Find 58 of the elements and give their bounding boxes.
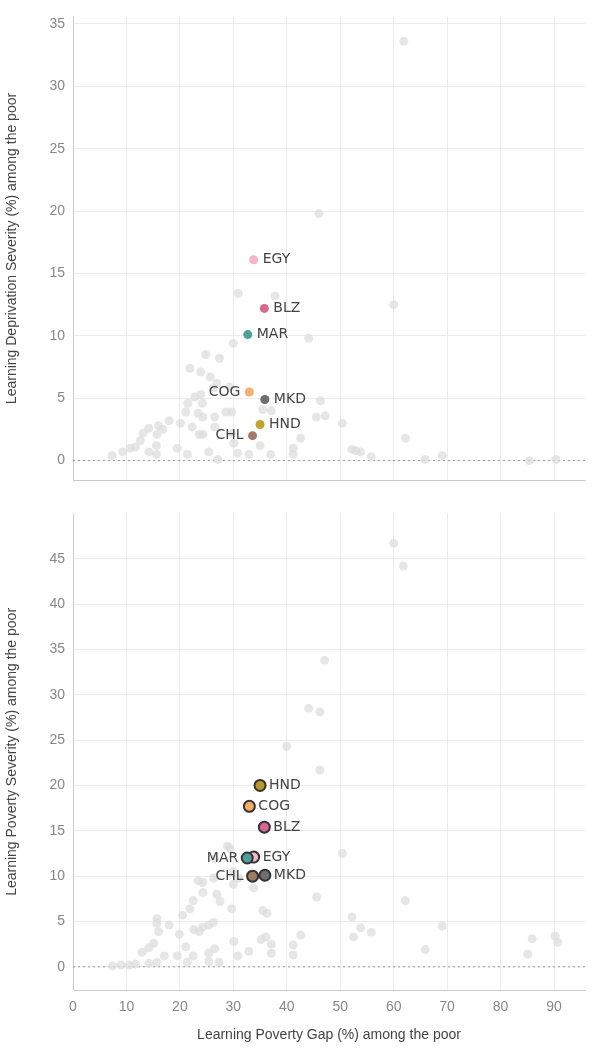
y-tick-label: 30 <box>49 685 66 702</box>
point <box>259 303 269 313</box>
point <box>246 869 260 883</box>
y-tick-label: 15 <box>49 264 66 281</box>
x-tick-label: 40 <box>278 997 295 1014</box>
point <box>243 330 253 340</box>
y-tick-label: 10 <box>49 867 66 883</box>
x-axis-title: Learning Poverty Gap (%) among the poor <box>197 1026 462 1043</box>
y-tick-label: 5 <box>57 912 66 929</box>
y-tick-label: 35 <box>49 640 66 657</box>
point <box>255 419 265 429</box>
series-label: COG <box>208 382 241 399</box>
series-label: BLZ <box>273 299 301 316</box>
series-label: MAR <box>206 848 239 865</box>
x-tick-label: 50 <box>332 997 349 1014</box>
y-axis-title: Learning Poverty Severity (%) among the poor <box>3 607 20 896</box>
x-tick-label: 70 <box>439 997 456 1014</box>
series-label: CHL <box>215 426 244 443</box>
point <box>242 799 256 813</box>
x-tick-label: 90 <box>546 997 562 1014</box>
y-axis-title: Learning Deprivation Severity (%) among the poor <box>3 92 20 405</box>
y-tick-label: 10 <box>49 326 66 343</box>
y-tick-label: 20 <box>49 201 66 218</box>
point <box>258 868 272 882</box>
series-label: COG <box>258 796 291 813</box>
x-tick-label: 60 <box>385 997 402 1014</box>
point <box>249 255 259 265</box>
x-tick-label: 80 <box>492 997 509 1014</box>
point <box>257 820 271 834</box>
series-label: HND <box>269 415 301 432</box>
y-tick-label: 15 <box>49 821 66 838</box>
series-label: MKD <box>273 865 306 882</box>
point <box>260 394 270 404</box>
y-tick-label: 25 <box>49 139 66 156</box>
series-label: EGY <box>262 847 291 864</box>
y-tick-label: 0 <box>57 451 66 468</box>
y-tick-label: 20 <box>49 776 66 793</box>
y-tick-label: 45 <box>49 549 66 566</box>
y-tick-label: 5 <box>57 389 66 406</box>
x-tick-label: 30 <box>225 997 242 1014</box>
y-tick-label: 25 <box>49 730 66 747</box>
x-tick-label: 20 <box>172 997 188 1014</box>
series-label: HND <box>269 776 301 793</box>
point <box>244 387 254 397</box>
y-tick-label: 35 <box>49 14 66 31</box>
point <box>248 431 258 441</box>
point <box>253 778 267 792</box>
y-tick-label: 30 <box>49 77 66 94</box>
series-label: BLZ <box>273 817 301 834</box>
x-tick-label: 10 <box>118 997 135 1014</box>
series-label: MKD <box>273 390 306 407</box>
series-label: CHL <box>215 866 244 883</box>
x-tick-label: 0 <box>69 997 78 1014</box>
y-tick-label: 0 <box>57 957 66 974</box>
y-tick-label: 40 <box>49 594 66 611</box>
point <box>240 851 254 865</box>
series-label: EGY <box>262 250 291 267</box>
series-label: MAR <box>256 325 289 342</box>
